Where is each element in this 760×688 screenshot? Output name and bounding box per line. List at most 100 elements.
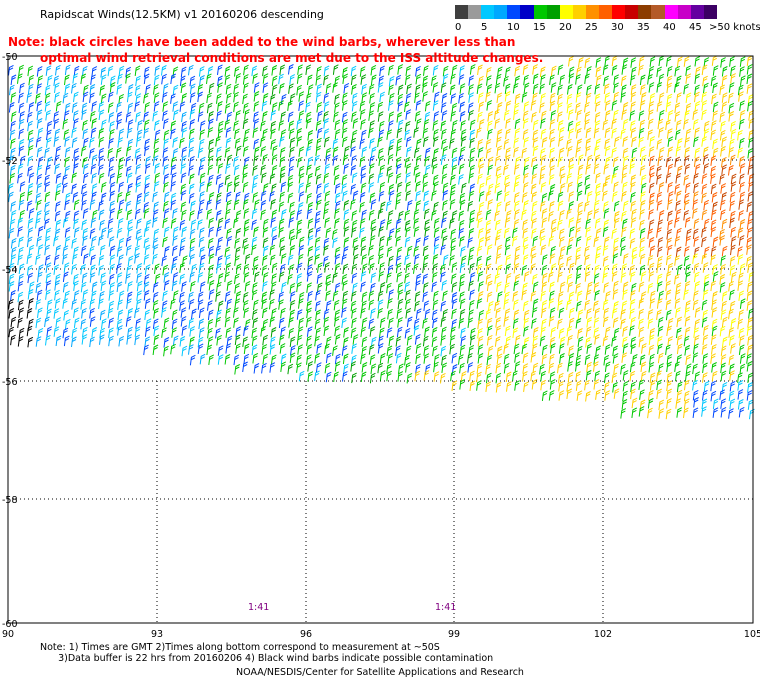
time-label-2: 1:41 <box>435 602 456 613</box>
wind-barb <box>649 290 656 302</box>
wind-barb <box>685 300 691 311</box>
wind-barb <box>370 363 377 374</box>
wind-barb <box>665 408 672 420</box>
wind-barb <box>172 235 178 246</box>
wind-barb <box>721 291 728 302</box>
wind-barb <box>496 92 503 103</box>
wind-barb <box>639 253 646 265</box>
wind-barb <box>136 263 143 274</box>
wind-barb <box>208 118 214 130</box>
wind-barb <box>413 325 420 336</box>
wind-barb <box>126 145 132 157</box>
wind-barb <box>189 83 196 94</box>
wind-barb <box>440 372 446 384</box>
wind-barb <box>72 110 79 121</box>
wind-barb <box>215 174 222 185</box>
wind-barb <box>749 408 755 420</box>
wind-barb <box>243 145 249 157</box>
wind-barb <box>334 102 340 113</box>
map-frame <box>7 55 754 624</box>
map-title: Rapidscat Winds(12.5KM) v1 20160206 desc… <box>40 8 324 21</box>
wind-barb <box>675 146 682 157</box>
wind-barb <box>379 219 386 230</box>
wind-barb <box>702 146 709 158</box>
wind-barb <box>667 191 674 202</box>
wind-barb <box>180 316 187 327</box>
wind-barb <box>44 101 51 112</box>
wind-barb <box>261 344 268 355</box>
wind-barb <box>719 84 726 95</box>
wind-barb <box>415 100 422 111</box>
wind-barb <box>118 128 125 139</box>
wind-barb <box>252 174 259 186</box>
wind-barb <box>271 75 278 86</box>
wind-barb <box>557 362 563 374</box>
wind-barb <box>469 380 476 392</box>
wind-barb <box>675 398 682 409</box>
wind-barb <box>280 307 286 319</box>
wind-barb <box>548 174 555 185</box>
wind-barb <box>611 118 617 130</box>
wind-barb <box>215 210 222 221</box>
wind-barb <box>433 181 439 192</box>
wind-barb <box>396 137 403 149</box>
wind-barb <box>253 91 260 102</box>
wind-barb <box>314 217 321 229</box>
wind-barb <box>746 290 753 302</box>
wind-barb <box>549 165 556 176</box>
wind-barb <box>323 172 330 184</box>
wind-barb <box>486 317 493 329</box>
wind-barb <box>548 190 554 201</box>
wind-barb <box>388 289 395 300</box>
wind-barb <box>116 118 123 130</box>
wind-barb <box>613 327 620 339</box>
wind-barb <box>575 282 582 294</box>
wind-barb <box>28 298 34 309</box>
wind-barb <box>683 398 690 409</box>
wind-barb <box>604 381 610 393</box>
wind-barb <box>730 271 737 283</box>
wind-barb <box>746 325 753 336</box>
wind-barb <box>343 82 350 94</box>
wind-barb <box>701 236 707 248</box>
wind-barb <box>746 218 753 230</box>
wind-barb <box>684 110 690 121</box>
wind-barb <box>64 227 71 238</box>
wind-barb <box>396 326 403 338</box>
wind-barb <box>98 209 105 221</box>
wind-barb <box>684 379 690 391</box>
wind-barb <box>280 263 286 275</box>
wind-barb <box>64 146 71 158</box>
wind-barb <box>180 82 187 94</box>
wind-barb <box>604 175 611 186</box>
wind-barb <box>36 199 42 211</box>
wind-barb <box>737 380 744 391</box>
wind-barb <box>631 246 638 258</box>
wind-barb <box>557 191 564 203</box>
wind-barb <box>505 335 512 347</box>
wind-barb <box>334 192 341 204</box>
wind-barb <box>629 156 636 168</box>
wind-barb <box>530 352 537 363</box>
wind-barb <box>513 164 520 175</box>
wind-barb <box>395 236 402 247</box>
wind-barb <box>441 280 448 291</box>
wind-barb <box>747 93 754 105</box>
wind-barb <box>620 363 626 375</box>
wind-barb <box>658 399 665 411</box>
wind-barb <box>107 307 114 319</box>
wind-barb <box>684 163 691 175</box>
wind-barb <box>188 291 194 303</box>
wind-barb <box>719 129 726 141</box>
wind-barb <box>602 226 609 237</box>
wind-barb <box>577 210 583 221</box>
wind-barb <box>559 245 566 257</box>
wind-barb <box>701 406 707 417</box>
wind-barb <box>134 208 141 220</box>
wind-barb <box>161 307 167 318</box>
wind-barb <box>647 74 653 85</box>
wind-barb <box>360 182 367 194</box>
wind-barb <box>73 317 80 328</box>
wind-barb <box>414 92 420 103</box>
wind-barb <box>153 228 160 240</box>
